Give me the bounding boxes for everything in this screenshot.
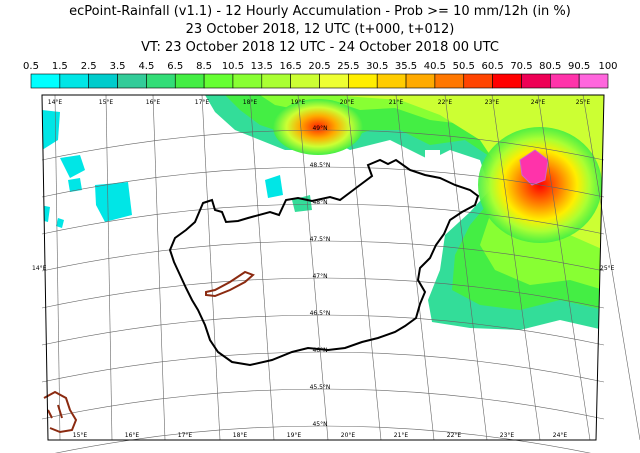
- parallel-line: [41, 129, 605, 161]
- map-frame: [41, 94, 605, 441]
- meridian-line: [105, 94, 113, 441]
- colorbar-label: 2.5: [81, 61, 97, 72]
- lat-label: 46°N: [312, 347, 327, 354]
- colorbar-label: 100: [598, 61, 617, 72]
- lon-label-bottom: 18°E: [233, 432, 248, 439]
- lon-label-bottom: 20°E: [341, 432, 356, 439]
- lon-label-bottom: 22°E: [447, 432, 462, 439]
- parallel-line: [41, 203, 605, 235]
- graticule: [41, 94, 640, 453]
- lon-label-top: 23°E: [485, 99, 500, 106]
- colorbar-label: 0.5: [23, 61, 39, 72]
- side-label-left: 14°E: [32, 265, 47, 272]
- lon-label-top: 18°E: [243, 99, 258, 106]
- meridian-line: [491, 94, 541, 441]
- colorbar-label: 40.5: [424, 61, 446, 72]
- colorbar-label: 80.5: [539, 61, 561, 72]
- coast-outline: [43, 390, 78, 434]
- colorbar-swatch: [578, 73, 609, 89]
- colorbar-label: 13.5: [251, 61, 273, 72]
- lon-label-bottom: 23°E: [500, 432, 515, 439]
- colorbar-label: 8.5: [196, 61, 212, 72]
- lon-label-top: 25°E: [576, 99, 591, 106]
- colorbar-label: 16.5: [280, 61, 302, 72]
- map-title: ecPoint-Rainfall (v1.1) - 12 Hourly Accu…: [69, 4, 571, 19]
- lon-label-bottom: 21°E: [394, 432, 409, 439]
- colorbar-label: 90.5: [568, 61, 590, 72]
- lon-label-top: 15°E: [99, 99, 114, 106]
- probability-colorbar: 0.5 1.5 2.5 3.5 4.5 6.5 8.5 10.5 13.5 16.5 20.5 25.…: [23, 61, 618, 89]
- meridian-line: [152, 94, 166, 441]
- lon-label-top: 17°E: [195, 99, 210, 106]
- parallel-line: [41, 166, 605, 198]
- colorbar-label: 60.5: [481, 61, 503, 72]
- parallel-line: [55, 425, 591, 453]
- parallel-line: [41, 277, 605, 309]
- colorbar-label: 25.5: [337, 61, 359, 72]
- lat-label: 46.5°N: [310, 310, 331, 317]
- meridian-line: [201, 94, 221, 441]
- precipitation-field: [42, 95, 604, 330]
- meridian-line: [395, 94, 435, 441]
- meridian-line: [346, 94, 382, 441]
- lon-label-bottom: 16°E: [125, 432, 140, 439]
- lon-label-top: 19°E: [291, 99, 306, 106]
- parallel-line: [41, 240, 605, 272]
- colorbar-label: 50.5: [453, 61, 475, 72]
- lat-label: 45.5°N: [310, 384, 331, 391]
- meridian-line: [444, 94, 488, 441]
- lake-outline: [205, 270, 255, 298]
- meridian-line: [582, 94, 640, 441]
- lon-label-bottom: 17°E: [178, 432, 193, 439]
- parallel-line: [41, 314, 605, 346]
- lat-label: 48°N: [312, 199, 327, 206]
- valid-time: VT: 23 October 2018 12 UTC - 24 October …: [141, 40, 499, 55]
- lon-label-top: 24°E: [531, 99, 546, 106]
- colorbar-label: 6.5: [167, 61, 183, 72]
- lon-label-top: 14°E: [48, 99, 63, 106]
- lon-label-top: 16°E: [146, 99, 161, 106]
- meridian-line: [297, 94, 329, 441]
- lat-label: 47°N: [312, 273, 327, 280]
- colorbar-label: 10.5: [222, 61, 244, 72]
- colorbar-label: 70.5: [510, 61, 532, 72]
- colorbar-label: 1.5: [52, 61, 68, 72]
- parallel-line: [41, 388, 605, 420]
- side-label-right: 25°E: [600, 265, 615, 272]
- lon-label-top: 20°E: [340, 99, 355, 106]
- lat-label: 49°N: [312, 125, 327, 132]
- lon-label-bottom: 19°E: [287, 432, 302, 439]
- country-border: [168, 158, 480, 367]
- colorbar-label: 3.5: [110, 61, 126, 72]
- run-info: 23 October 2018, 12 UTC (t+000, t+012): [185, 22, 455, 37]
- colorbar-label: 4.5: [138, 61, 154, 72]
- lat-label: 45°N: [312, 421, 327, 428]
- colorbar-label: 20.5: [308, 61, 330, 72]
- lon-label-bottom: 24°E: [553, 432, 568, 439]
- lat-label: 47.5°N: [310, 236, 331, 243]
- lat-label: 48.5°N: [310, 162, 331, 169]
- parallel-line: [41, 351, 605, 383]
- meridian-line: [249, 94, 275, 441]
- meridian-line: [537, 94, 591, 441]
- lon-label-top: 21°E: [389, 99, 404, 106]
- lon-label-bottom: 15°E: [73, 432, 88, 439]
- colorbar-label: 30.5: [366, 61, 388, 72]
- lon-label-top: 22°E: [438, 99, 453, 106]
- colorbar-label: 35.5: [395, 61, 417, 72]
